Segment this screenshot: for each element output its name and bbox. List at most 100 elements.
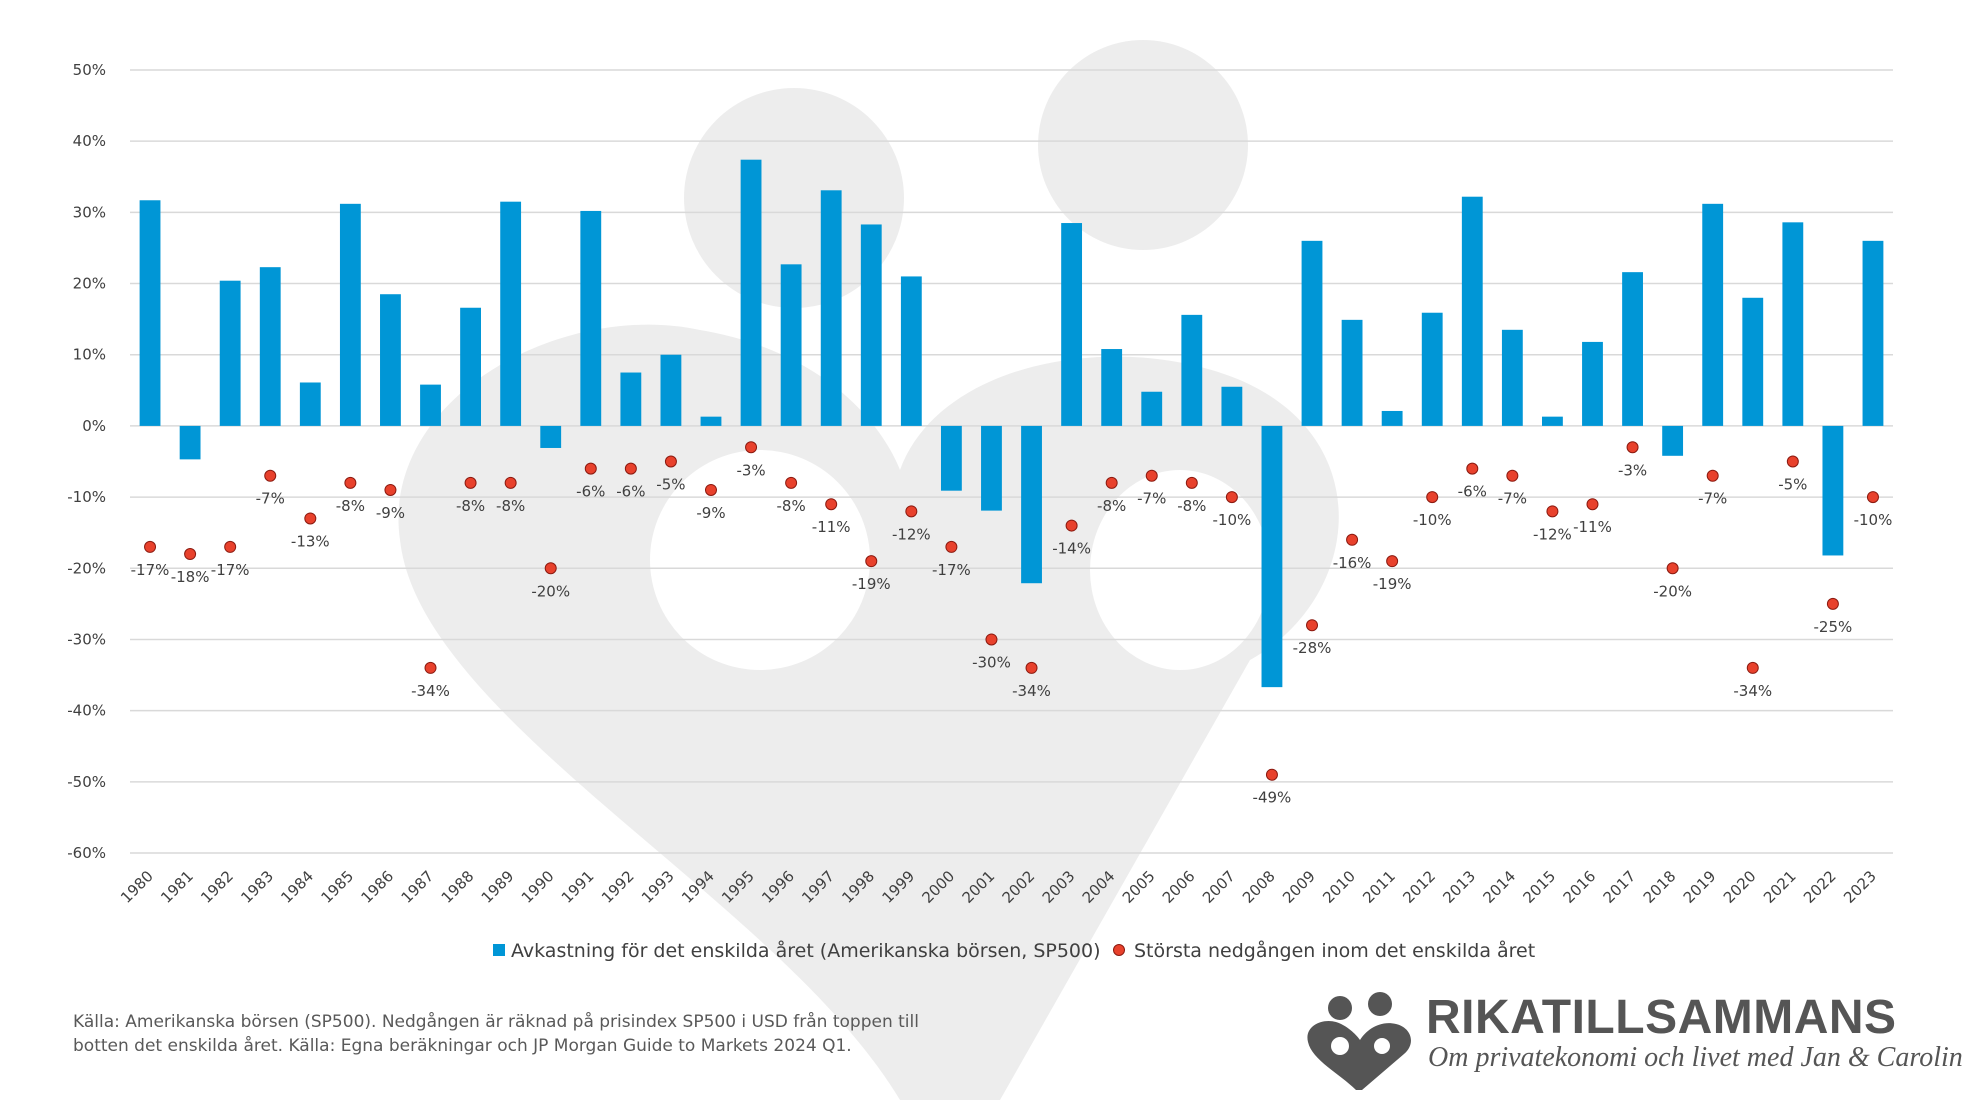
scatter-point	[1185, 476, 1198, 489]
data-label: -49%	[1253, 789, 1292, 807]
source-note: Källa: Amerikanska börsen (SP500). Nedgå…	[73, 1010, 973, 1058]
data-label: -10%	[1212, 511, 1251, 529]
bar	[1461, 196, 1483, 426]
scatter-point	[985, 633, 998, 646]
scatter-point	[1306, 619, 1319, 632]
x-tick-label: 2007	[1199, 867, 1239, 907]
bar	[620, 372, 642, 426]
y-tick-label: -60%	[67, 844, 106, 862]
scatter-point	[1065, 519, 1078, 532]
data-label: -5%	[1778, 476, 1807, 494]
data-label: -8%	[496, 497, 525, 515]
data-label: -28%	[1293, 639, 1332, 657]
bar	[1421, 312, 1443, 426]
x-tick-label: 2023	[1840, 867, 1880, 907]
y-tick-label: 0%	[82, 417, 106, 435]
data-label: -5%	[656, 476, 685, 494]
x-tick-label: 1982	[197, 867, 237, 907]
scatter-point	[945, 540, 958, 553]
x-tick-label: 2015	[1520, 867, 1560, 907]
scatter-point	[504, 476, 517, 489]
data-label: -14%	[1052, 540, 1091, 558]
bar	[339, 203, 361, 426]
y-tick-label: 20%	[73, 275, 106, 293]
x-tick-label: 1985	[317, 867, 357, 907]
x-tick-label: 2012	[1399, 867, 1439, 907]
data-label: -18%	[171, 568, 210, 586]
bar	[540, 425, 562, 448]
scatter-point	[664, 455, 677, 468]
scatter-point	[1105, 476, 1118, 489]
scatter-point	[1506, 469, 1519, 482]
bar	[1301, 240, 1323, 426]
bar	[1221, 386, 1243, 426]
data-label: -25%	[1814, 618, 1853, 636]
bar	[1702, 203, 1724, 426]
bar	[219, 280, 241, 426]
scatter-point	[544, 562, 557, 575]
scatter-point	[1626, 441, 1639, 454]
scatter-point	[144, 540, 157, 553]
data-label: -6%	[616, 483, 645, 501]
data-label: -8%	[1097, 497, 1126, 515]
brand-name: RIKATILLSAMMANS	[1426, 991, 1897, 1044]
scatter-point	[624, 462, 637, 475]
scatter-point	[1466, 462, 1479, 475]
x-tick-label: 1992	[598, 867, 638, 907]
legend-point-swatch	[1113, 944, 1125, 956]
x-tick-label: 1993	[638, 867, 678, 907]
x-tick-label: 1988	[438, 867, 478, 907]
scatter-point	[1426, 491, 1439, 504]
bar	[1742, 297, 1764, 426]
legend-bar-label: Avkastning för det enskilda året (Amerik…	[511, 939, 1101, 962]
data-label: -8%	[336, 497, 365, 515]
x-tick-label: 2017	[1600, 867, 1640, 907]
bar	[1622, 272, 1643, 426]
data-label: -34%	[1012, 682, 1051, 700]
bar	[700, 416, 722, 426]
data-label: -11%	[1573, 518, 1612, 536]
y-tick-label: 50%	[73, 61, 106, 79]
y-tick-label: 40%	[73, 132, 106, 150]
bar	[380, 294, 401, 426]
bar	[460, 307, 481, 426]
bar	[1582, 341, 1603, 426]
data-label: -7%	[1698, 490, 1727, 508]
bar	[179, 425, 201, 460]
scatter-point	[584, 462, 597, 475]
scatter-point	[1386, 555, 1399, 568]
data-label: -12%	[1533, 525, 1572, 543]
scatter-point	[184, 548, 197, 561]
y-tick-label: -10%	[67, 488, 106, 506]
x-tick-label: 2022	[1800, 867, 1840, 907]
data-label: -17%	[131, 561, 170, 579]
x-tick-label: 1986	[358, 867, 398, 907]
data-label: -9%	[376, 504, 405, 522]
x-tick-label: 2016	[1560, 867, 1600, 907]
x-tick-label: 1991	[558, 867, 598, 907]
y-tick-label: -20%	[67, 559, 106, 577]
data-label: -34%	[1733, 682, 1772, 700]
scatter-point	[1145, 469, 1158, 482]
scatter-point	[344, 476, 357, 489]
scatter-point	[905, 505, 918, 518]
scatter-point	[1706, 469, 1719, 482]
data-labels: -17% -18% -17%-7%-13%-8% -9%-34%-8% -8%-20%-…	[131, 461, 1893, 806]
data-label: -8%	[777, 497, 806, 515]
data-label: -7%	[256, 490, 285, 508]
x-tick-label: 1984	[277, 867, 317, 907]
bar	[1782, 222, 1804, 426]
data-label: -17%	[211, 561, 250, 579]
x-tick-label: 2020	[1720, 867, 1760, 907]
brand-tagline: Om privatekonomi och livet med Jan & Car…	[1428, 1042, 1962, 1073]
bar	[1061, 223, 1083, 426]
data-label: -3%	[1618, 461, 1647, 479]
bar	[780, 264, 802, 426]
data-label: -7%	[1498, 490, 1527, 508]
scatter-point	[745, 441, 758, 454]
scatter-point	[304, 512, 317, 525]
x-tick-label: 1990	[518, 867, 558, 907]
scatter-point	[785, 476, 798, 489]
scatter-point	[1265, 768, 1278, 781]
